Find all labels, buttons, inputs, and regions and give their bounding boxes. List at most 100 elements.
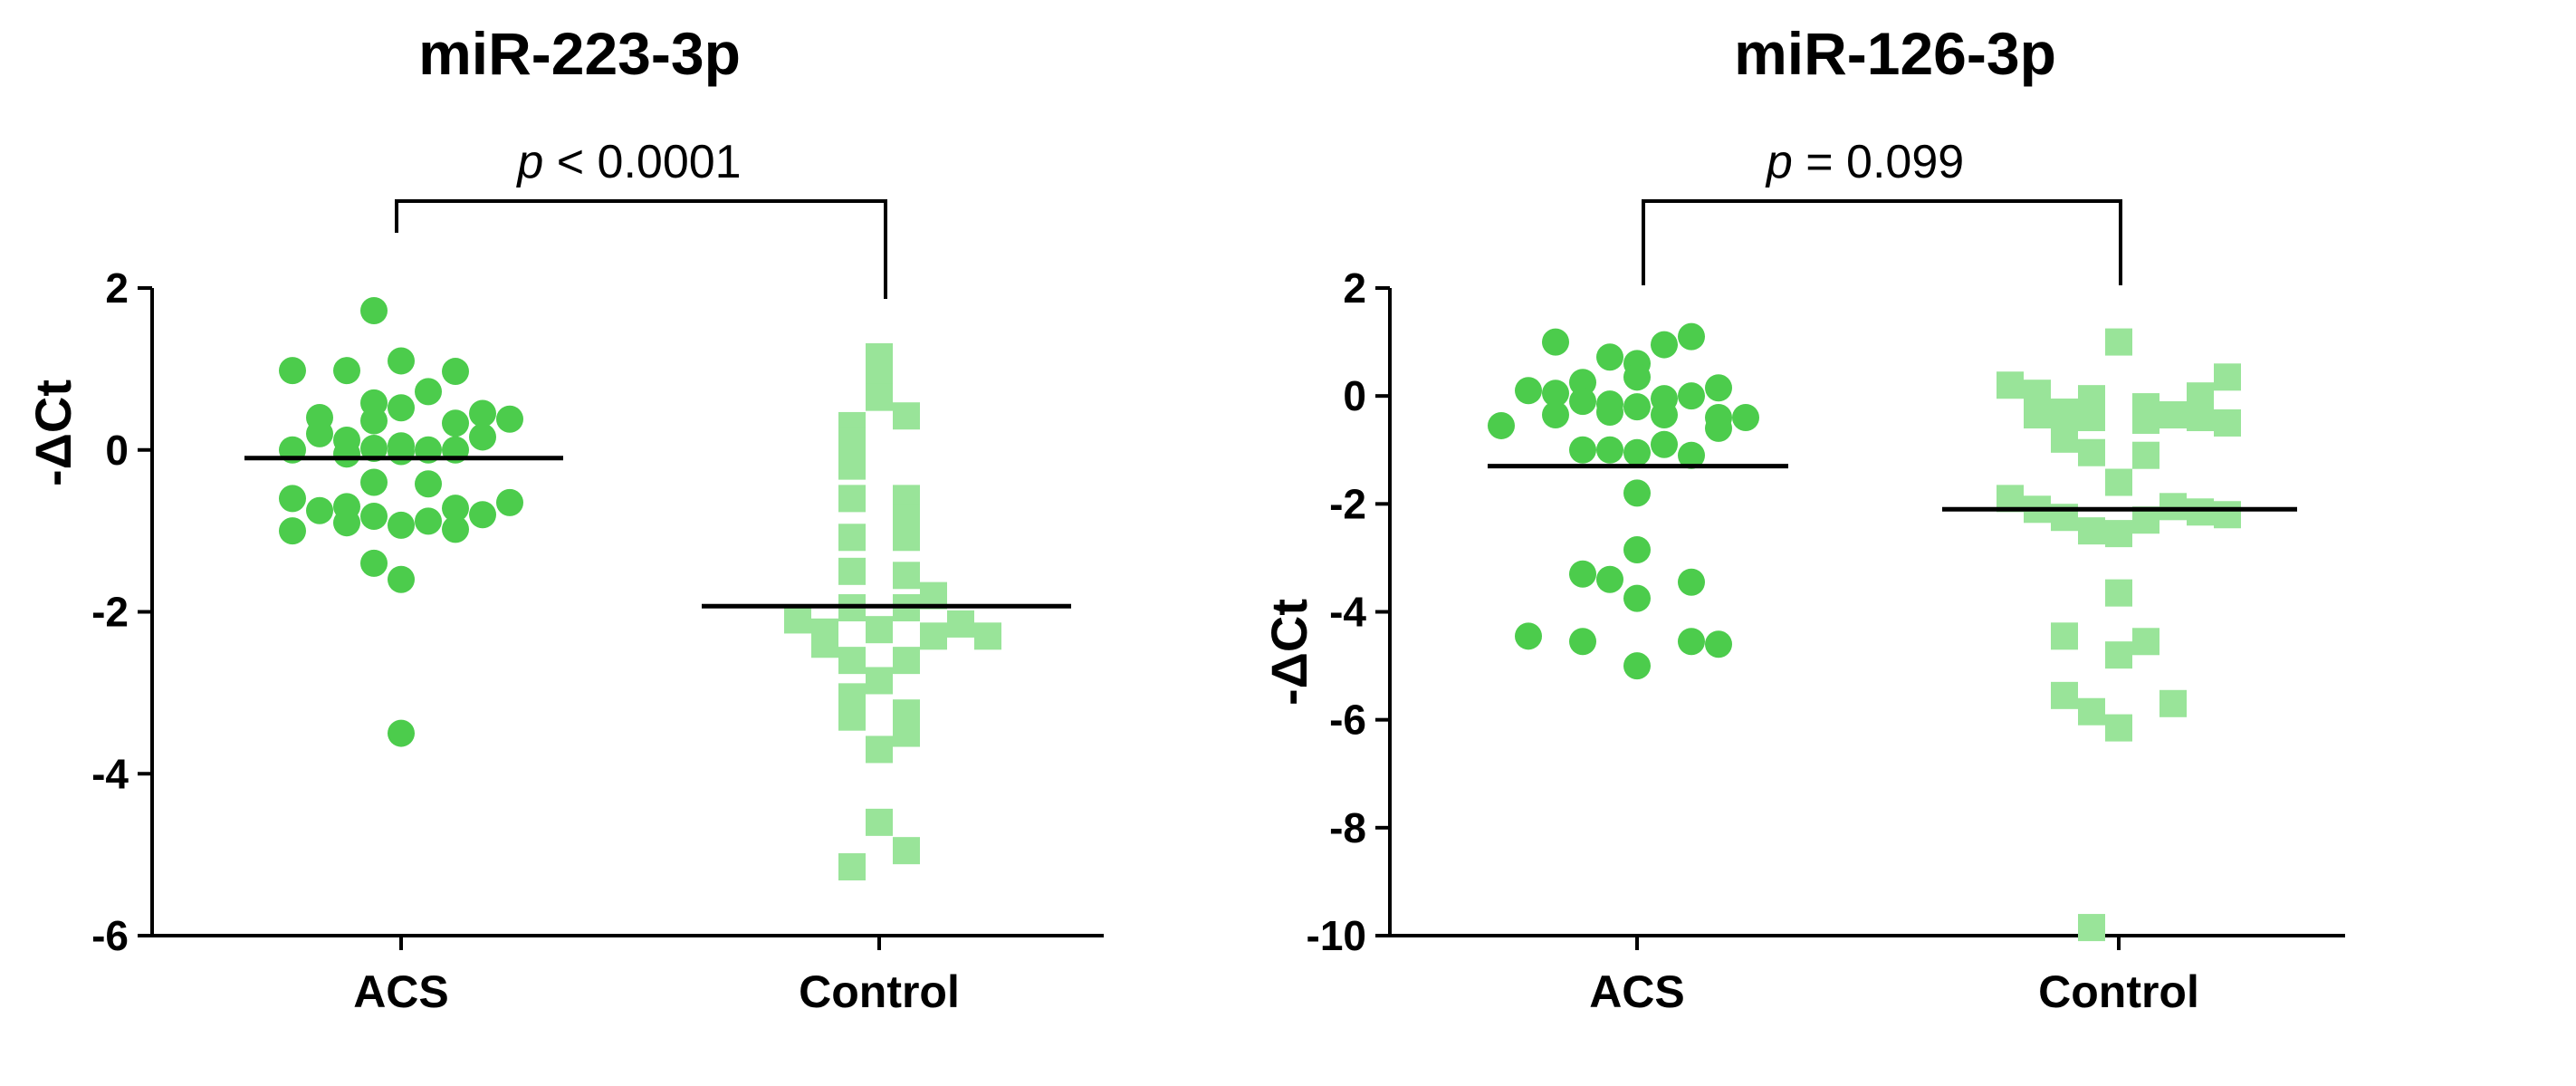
data-point-acs — [1596, 436, 1623, 464]
y-tick-label: -2 — [91, 589, 129, 636]
y-tick-label: 0 — [1343, 372, 1366, 419]
data-point-control — [2078, 517, 2105, 545]
data-point-control — [893, 562, 920, 590]
y-tick-label: -6 — [91, 912, 129, 959]
y-tick-label: 2 — [105, 264, 129, 312]
data-point-acs — [388, 511, 415, 539]
data-point-control — [838, 703, 866, 731]
x-category-control: Control — [2038, 966, 2199, 1017]
data-points — [1488, 322, 2241, 942]
data-point-acs — [1623, 652, 1651, 680]
data-point-acs — [1651, 401, 1678, 429]
data-point-control — [838, 647, 866, 675]
data-point-acs — [1488, 411, 1515, 439]
p-value-text: < 0.0001 — [543, 136, 741, 188]
y-axis-label: -ΔCt — [24, 380, 81, 486]
data-point-acs — [1569, 436, 1596, 464]
data-point-acs — [442, 495, 469, 523]
data-point-control — [2078, 914, 2105, 942]
data-point-acs — [1623, 535, 1651, 563]
data-point-acs — [306, 419, 333, 447]
data-point-control — [2214, 501, 2241, 529]
data-point-control — [893, 647, 920, 675]
data-point-control — [866, 667, 893, 695]
data-point-acs — [1569, 369, 1596, 397]
data-point-acs — [1515, 622, 1542, 650]
data-point-control — [920, 622, 947, 650]
x-category-acs: ACS — [353, 966, 449, 1017]
y-tick-label: -10 — [1307, 912, 1366, 959]
chart-panel-mir223: miR-223-3p p < 0.0001 -ΔCt -6-4-202 ACS … — [24, 20, 1104, 1017]
data-point-acs — [306, 496, 333, 524]
data-point-acs — [415, 470, 442, 498]
data-point-control — [893, 837, 920, 865]
p-value-symbol: p — [515, 136, 543, 188]
data-point-acs — [1651, 331, 1678, 359]
p-value-text: = 0.099 — [1793, 136, 1964, 188]
data-point-acs — [1542, 401, 1569, 429]
data-point-control — [838, 427, 866, 455]
data-point-acs — [1705, 414, 1732, 442]
y-tick-label: 2 — [1343, 264, 1366, 312]
y-axis-label: -ΔCt — [1260, 599, 1317, 706]
data-point-acs — [1678, 568, 1705, 596]
data-point-acs — [469, 423, 496, 451]
data-point-control — [866, 383, 893, 411]
data-point-acs — [1623, 438, 1651, 466]
y-tick-label: -4 — [1329, 589, 1366, 636]
data-point-control — [838, 557, 866, 585]
y-ticks: -10 -8 -6 -4 -2 0 2 — [1307, 264, 1390, 959]
data-point-acs — [360, 407, 388, 435]
data-point-control — [2105, 468, 2132, 496]
y-tick-label: 0 — [105, 427, 129, 474]
data-point-control — [866, 359, 893, 387]
data-point-acs — [442, 358, 469, 386]
data-point-control — [2132, 628, 2159, 656]
data-point-control — [2105, 641, 2132, 669]
data-point-acs — [469, 399, 496, 428]
data-point-control — [2105, 328, 2132, 356]
data-point-acs — [333, 440, 360, 468]
data-point-acs — [442, 515, 469, 543]
data-point-acs — [279, 485, 306, 513]
data-point-acs — [1569, 628, 1596, 656]
data-point-acs — [388, 565, 415, 593]
data-point-control — [2051, 622, 2078, 650]
data-point-acs — [1678, 441, 1705, 469]
data-point-control — [2159, 689, 2187, 717]
data-point-acs — [415, 378, 442, 406]
y-tick-label: -6 — [1329, 697, 1366, 744]
data-point-acs — [1596, 399, 1623, 427]
data-point-acs — [1651, 430, 1678, 458]
data-point-acs — [496, 405, 523, 433]
y-tick-label: -2 — [1329, 480, 1366, 527]
data-point-acs — [360, 468, 388, 496]
data-point-acs — [1623, 479, 1651, 507]
chart-title: miR-223-3p — [418, 20, 741, 87]
data-point-control — [2159, 493, 2187, 521]
mean-lines — [244, 456, 1071, 609]
y-tick-label: -4 — [91, 750, 129, 797]
data-point-control — [2051, 681, 2078, 709]
data-point-acs — [1623, 393, 1651, 421]
data-point-acs — [388, 719, 415, 747]
data-point-control — [2159, 401, 2187, 429]
data-point-control — [866, 735, 893, 764]
data-point-acs — [333, 509, 360, 537]
significance-bracket — [395, 199, 887, 299]
p-value-symbol: p — [1765, 136, 1793, 188]
p-value-annotation: p < 0.0001 — [515, 136, 741, 188]
data-point-acs — [1569, 388, 1596, 416]
data-point-control — [1997, 371, 2024, 399]
data-point-acs — [415, 507, 442, 535]
data-point-control — [2187, 404, 2214, 431]
data-point-control — [2214, 408, 2241, 437]
data-point-control — [2105, 579, 2132, 607]
data-point-acs — [469, 501, 496, 529]
data-point-control — [784, 606, 811, 634]
data-point-acs — [360, 549, 388, 577]
data-point-acs — [1515, 377, 1542, 405]
data-points — [279, 297, 1001, 881]
